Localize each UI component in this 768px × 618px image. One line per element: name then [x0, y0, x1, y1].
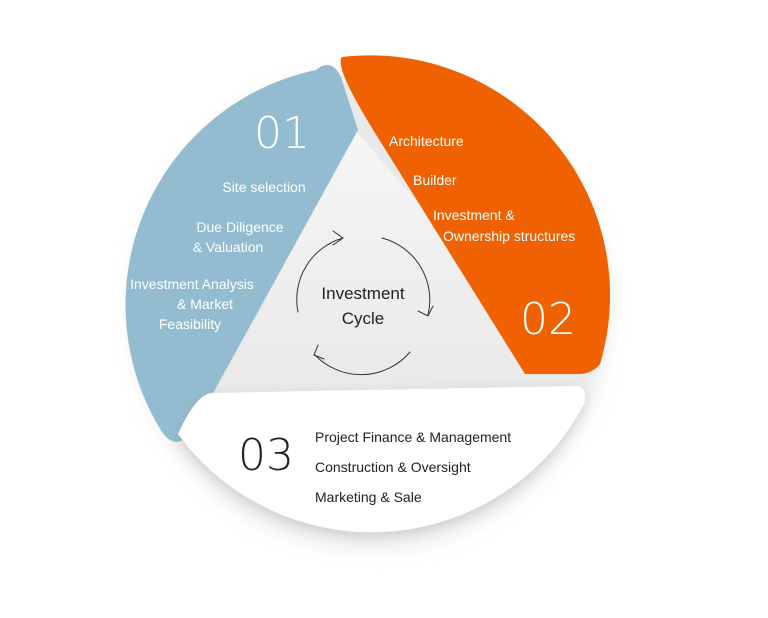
- cycle-arc-right: [381, 237, 431, 316]
- center-title-line-1: Investment: [321, 284, 404, 303]
- segment-01-item: Investment Analysis: [130, 276, 254, 292]
- segment-02-item: Builder: [413, 172, 457, 188]
- arrowhead-top-icon: [332, 230, 344, 246]
- segment-03-item: Marketing & Sale: [315, 489, 422, 505]
- arrowhead-right-icon: [417, 305, 434, 317]
- segment-02-number: 02: [520, 294, 576, 345]
- segment-01-item: & Market: [177, 296, 233, 312]
- cycle-arc-left: [296, 237, 344, 313]
- segment-01-number: 01: [254, 108, 310, 159]
- segment-02: [340, 55, 611, 374]
- segment-01-item: Site selection: [222, 179, 305, 195]
- center-title-line-2: Cycle: [342, 309, 385, 328]
- segment-03: [178, 386, 586, 533]
- segment-01: [125, 64, 358, 442]
- segment-02-item: Investment &: [433, 207, 515, 223]
- segment-03-item: Construction & Oversight: [315, 459, 471, 475]
- segment-01-item: Feasibility: [159, 316, 221, 332]
- segment-01-item: & Valuation: [193, 239, 264, 255]
- cycle-arrows: [296, 230, 434, 376]
- segment-03-item: Project Finance & Management: [315, 429, 511, 445]
- arrowhead-bottom-icon: [313, 344, 325, 360]
- cycle-arc-bottom: [314, 351, 411, 376]
- inner-triangle: [218, 130, 570, 392]
- segment-03-number: 03: [238, 430, 294, 481]
- segment-02-item: Architecture: [389, 133, 464, 149]
- segment-01-item: Due Diligence: [196, 219, 283, 235]
- segment-02-item: Ownership structures: [443, 228, 575, 244]
